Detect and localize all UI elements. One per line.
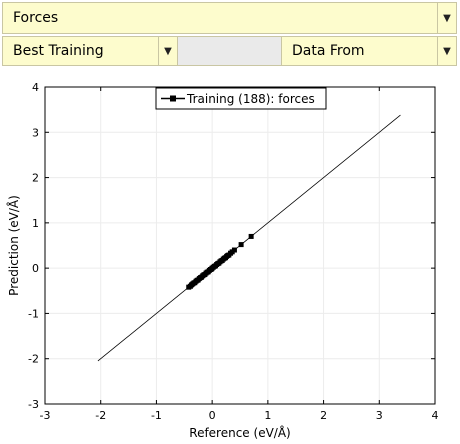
plot-frame — [44, 86, 436, 405]
y-tick-label: 4 — [32, 81, 39, 94]
x-tick-label: 0 — [209, 409, 216, 422]
x-tick-label: 3 — [376, 409, 383, 422]
legend-marker — [170, 95, 176, 102]
source-select-value: Data From — [292, 43, 365, 59]
x-tick-label: -3 — [40, 409, 51, 422]
legend-box — [155, 87, 327, 110]
x-axis-label: Reference (eV/Å) — [189, 425, 290, 440]
y-tick-label: 0 — [32, 262, 39, 275]
toolbar-spacer — [178, 36, 281, 66]
property-select[interactable]: Forces ▼ — [2, 2, 457, 34]
y-tick-label: -2 — [28, 353, 39, 366]
x-axis-ticks: -3 -2 -1 0 1 2 3 4 — [40, 87, 439, 422]
x-tick-label: -1 — [151, 409, 162, 422]
data-point — [238, 242, 244, 248]
y-tick-label: 2 — [32, 172, 39, 185]
data-point — [248, 233, 254, 239]
x-tick-label: 2 — [320, 409, 327, 422]
chevron-down-icon[interactable]: ▼ — [437, 3, 456, 33]
y-axis-ticks: -3 -2 -1 0 1 2 3 4 — [28, 81, 435, 411]
model-select-value: Best Training — [13, 43, 104, 59]
legend-entry: Training (188): forces — [186, 92, 315, 106]
legend: Training (188): forces — [155, 87, 327, 110]
chevron-down-icon[interactable]: ▼ — [437, 37, 456, 65]
property-select-value: Forces — [13, 10, 59, 26]
x-tick-label: -2 — [95, 409, 106, 422]
model-select[interactable]: Best Training ▼ — [2, 36, 178, 66]
y-tick-label: 3 — [32, 126, 39, 139]
y-axis-label: Prediction (eV/Å) — [6, 195, 21, 296]
y-tick-label: -1 — [28, 307, 39, 320]
source-select[interactable]: Data From ▼ — [281, 36, 457, 66]
y-tick-label: -3 — [28, 398, 39, 411]
data-point — [231, 247, 237, 253]
data-points — [186, 233, 254, 290]
y-tick-label: 1 — [32, 217, 39, 230]
x-tick-label: 1 — [264, 409, 271, 422]
x-tick-label: 4 — [432, 409, 439, 422]
chevron-down-icon[interactable]: ▼ — [158, 37, 177, 65]
